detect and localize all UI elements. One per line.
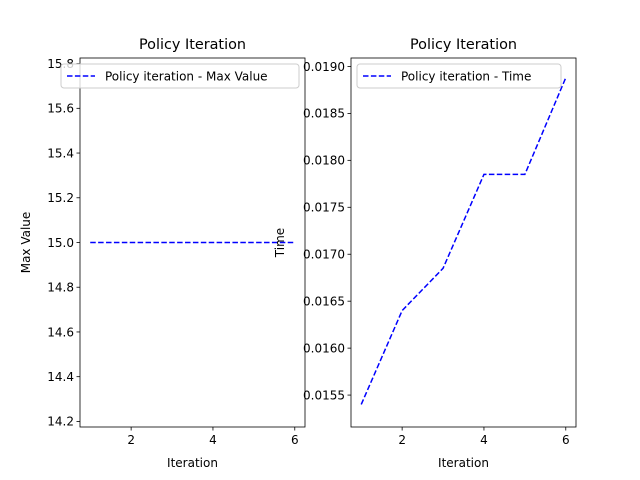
x-axis-label: Iteration	[438, 456, 489, 470]
y-tick-label: 14.8	[47, 281, 74, 295]
y-axis-label: Max Value	[19, 212, 33, 274]
x-tick-label: 2	[127, 433, 135, 447]
x-tick-label: 6	[562, 433, 570, 447]
x-tick-label: 4	[480, 433, 488, 447]
axes-frame	[79, 57, 306, 428]
x-tick-label: 2	[398, 433, 406, 447]
legend-box	[356, 63, 562, 89]
y-tick-label: 14.6	[47, 325, 74, 339]
y-tick-label: 0.0190	[303, 60, 345, 74]
y-tick-label: 0.0155	[303, 388, 345, 402]
y-tick-label: 0.0160	[303, 341, 345, 355]
legend-label: Policy iteration - Max Value	[105, 70, 268, 84]
legend: Policy iteration - Time	[356, 63, 562, 89]
legend-label: Policy iteration - Time	[401, 70, 531, 84]
chart-title: Policy Iteration	[410, 37, 517, 53]
legend-box	[60, 63, 300, 89]
x-tick-label: 6	[291, 433, 299, 447]
y-axis-label: Time	[273, 228, 287, 258]
y-tick-label: 14.2	[47, 415, 74, 429]
y-tick-label: 14.4	[47, 370, 74, 384]
y-tick-label: 15.4	[47, 146, 74, 160]
chart-panel-2: 2 4 6 0.0155 0.0160 0.0165 0.0170 0.0175 0.0180 0…	[273, 37, 577, 470]
legend: Policy iteration - Max Value	[60, 63, 300, 89]
y-tick-label: 0.0165	[303, 294, 345, 308]
y-tick-label: 0.0175	[303, 201, 345, 215]
y-tick-label: 0.0180	[303, 154, 345, 168]
x-axis-label: Iteration	[167, 456, 218, 470]
y-tick-label: 15.6	[47, 102, 74, 116]
y-tick-label: 0.0185	[303, 107, 345, 121]
chart-title: Policy Iteration	[139, 37, 246, 53]
axes-frame	[350, 57, 577, 428]
chart-panel-1: 2 4 614.214.414.614.815.015.215.415.615.8P…	[19, 37, 306, 470]
y-tick-label: 15.0	[47, 236, 74, 250]
y-tick-label: 15.2	[47, 191, 74, 205]
series-line-2-1	[360, 77, 567, 405]
y-tick-label: 0.0170	[303, 248, 345, 262]
x-tick-label: 4	[209, 433, 217, 447]
